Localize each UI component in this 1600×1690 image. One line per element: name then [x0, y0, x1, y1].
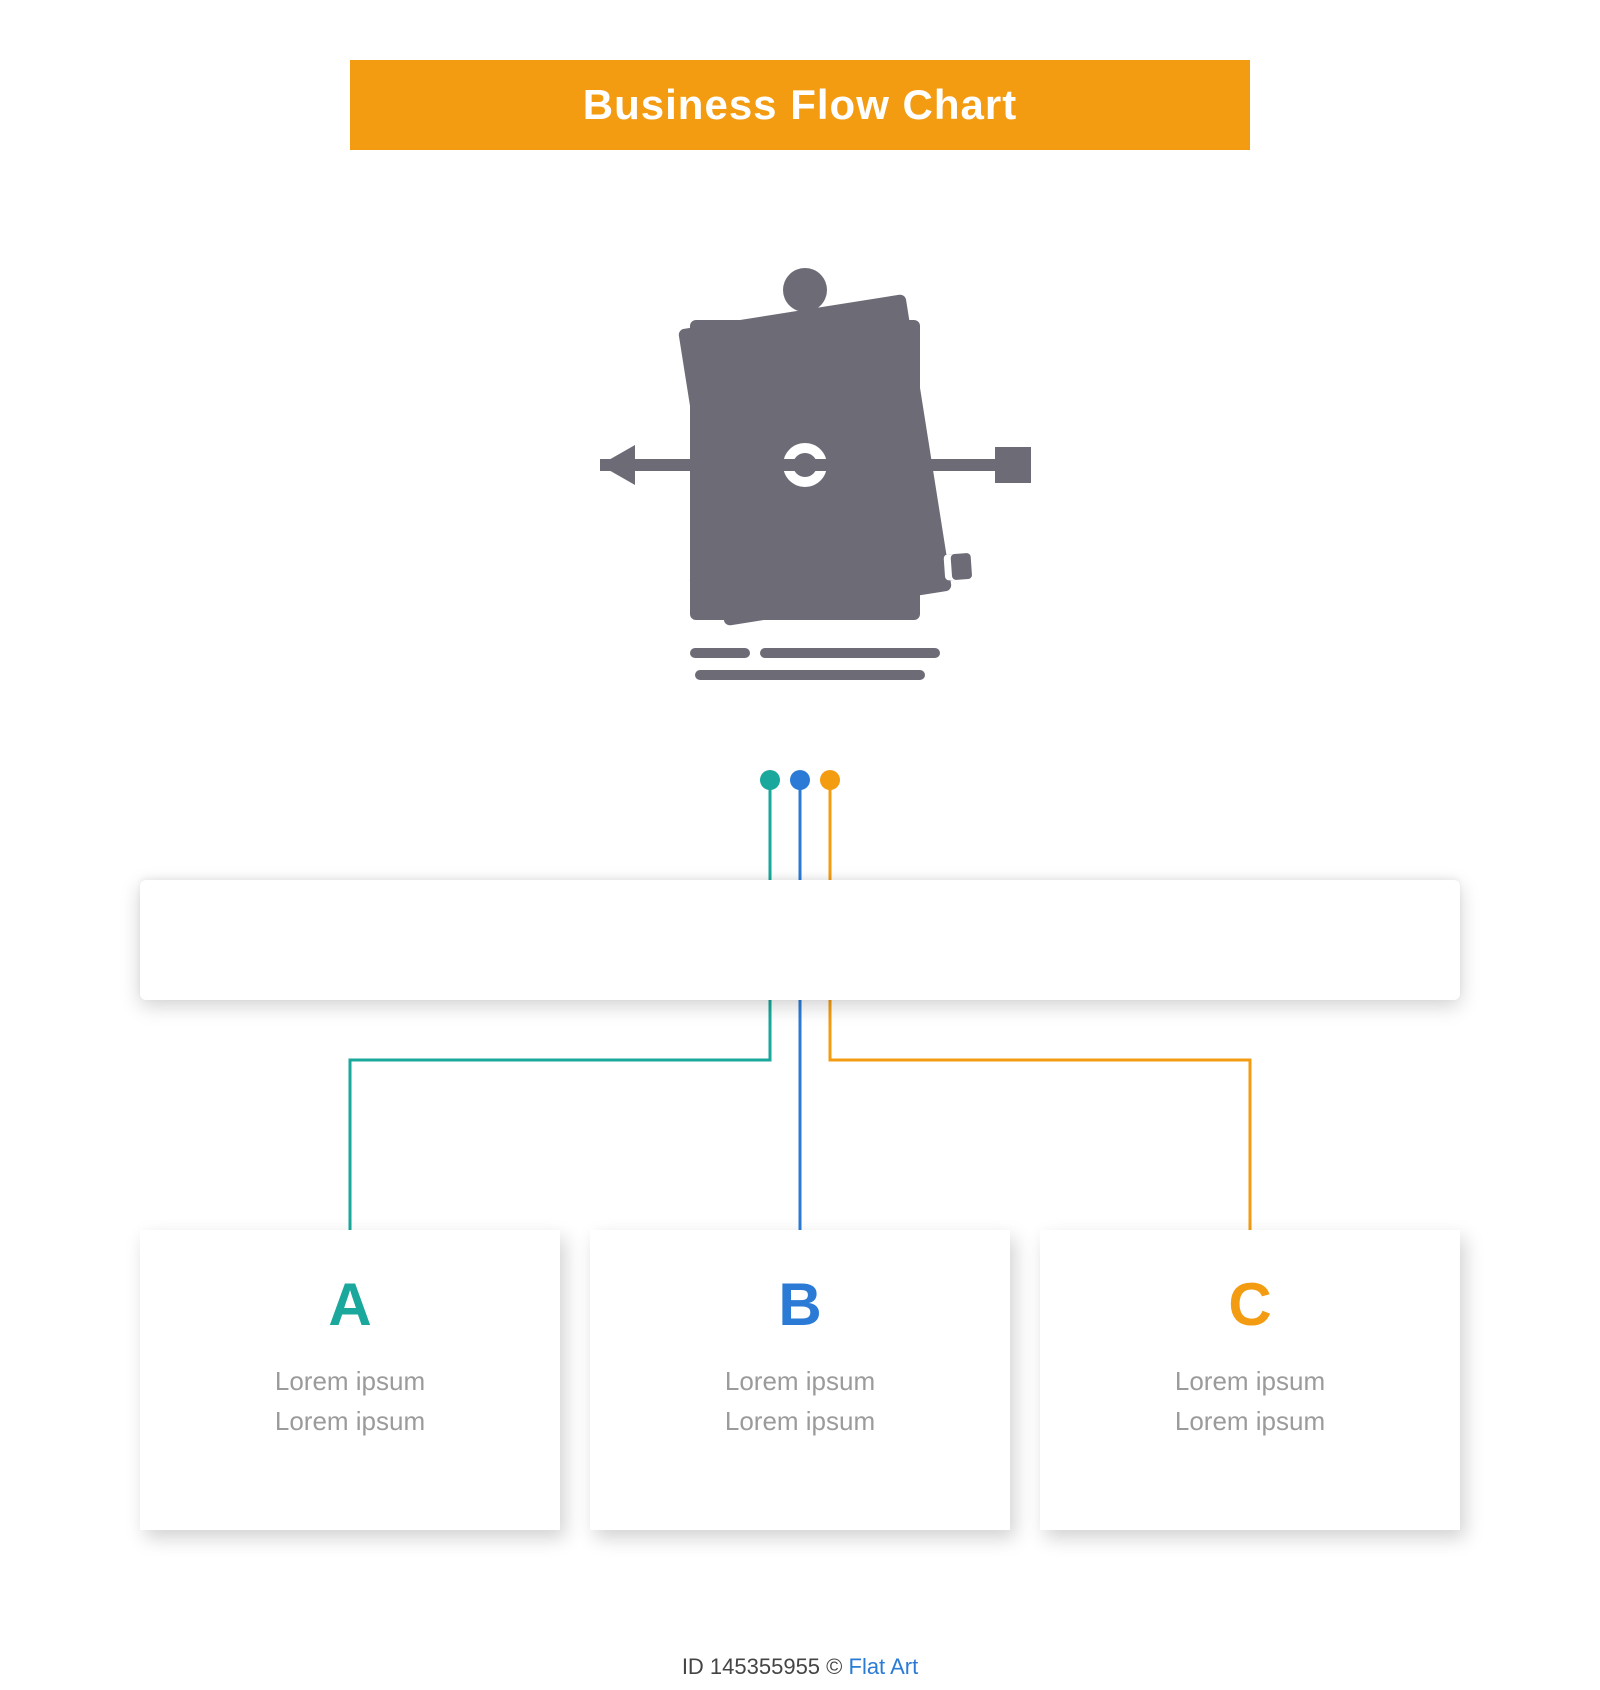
tab-a[interactable]	[140, 880, 580, 1000]
tab-strip	[140, 880, 1460, 1000]
card-letter-a: A	[174, 1270, 526, 1339]
card-letter-b: B	[624, 1270, 976, 1339]
tab-b[interactable]	[580, 880, 1020, 1000]
card-body-b2: Lorem ipsum	[624, 1401, 976, 1441]
card-b[interactable]: B Lorem ipsum Lorem ipsum	[590, 1230, 1010, 1530]
card-letter-c: C	[1074, 1270, 1426, 1339]
card-c[interactable]: C Lorem ipsum Lorem ipsum	[1040, 1230, 1460, 1530]
footer-id: ID 145355955 ©	[682, 1654, 843, 1679]
footer-credit: ID 145355955 © Flat Art	[100, 1654, 1500, 1680]
card-body-c1: Lorem ipsum	[1074, 1361, 1426, 1401]
card-body-a2: Lorem ipsum	[174, 1401, 526, 1441]
card-body-b1: Lorem ipsum	[624, 1361, 976, 1401]
card-row: A Lorem ipsum Lorem ipsum B Lorem ipsum …	[140, 1230, 1460, 1530]
title-text: Business Flow Chart	[583, 81, 1017, 129]
algorithm-design-icon	[540, 250, 1060, 700]
tab-c[interactable]	[1020, 880, 1460, 1000]
title-banner: Business Flow Chart	[350, 60, 1250, 150]
card-a[interactable]: A Lorem ipsum Lorem ipsum	[140, 1230, 560, 1530]
card-body-c2: Lorem ipsum	[1074, 1401, 1426, 1441]
footer-author: Flat Art	[849, 1654, 919, 1679]
card-body-a1: Lorem ipsum	[174, 1361, 526, 1401]
